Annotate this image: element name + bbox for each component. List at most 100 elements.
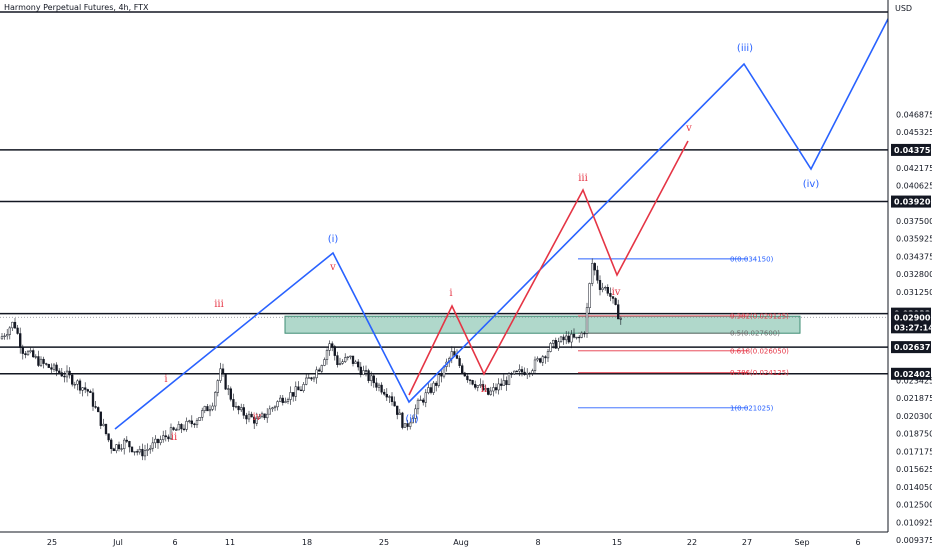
candle bbox=[393, 396, 396, 407]
y-tick-label: 0.014050 bbox=[896, 483, 932, 492]
candle bbox=[94, 401, 97, 409]
candle bbox=[286, 397, 290, 405]
svg-text:0.024025: 0.024025 bbox=[894, 370, 932, 379]
candle bbox=[505, 376, 508, 391]
candle bbox=[403, 423, 407, 428]
x-tick-label: 18 bbox=[302, 538, 312, 547]
candle bbox=[500, 378, 503, 391]
svg-text:0.026375: 0.026375 bbox=[894, 343, 932, 352]
wave-label-red: iv bbox=[253, 412, 262, 423]
candle bbox=[536, 356, 539, 362]
y-tick-label: 0.046875 bbox=[896, 110, 932, 119]
fib-label: 0.618(0.026050) bbox=[730, 347, 789, 355]
x-tick-label: 6 bbox=[172, 538, 177, 547]
candle bbox=[614, 297, 617, 306]
candle bbox=[585, 302, 589, 338]
candle bbox=[479, 378, 482, 388]
candle bbox=[201, 407, 204, 421]
candle bbox=[440, 369, 443, 383]
candle bbox=[182, 424, 186, 432]
candle bbox=[549, 342, 552, 353]
candle bbox=[68, 367, 71, 379]
candle bbox=[414, 404, 417, 423]
candle bbox=[533, 356, 537, 374]
candle bbox=[544, 355, 547, 364]
candle bbox=[409, 421, 412, 430]
candle bbox=[125, 436, 128, 443]
candle bbox=[216, 379, 219, 397]
candle bbox=[97, 406, 100, 413]
wave-label-red: i bbox=[164, 374, 167, 385]
candle bbox=[474, 380, 477, 390]
candle bbox=[375, 377, 378, 391]
time-axis[interactable]: 25 Jul 6 11 18 25 Aug 8 15 22 27 Sep 6 bbox=[0, 531, 888, 547]
candle bbox=[263, 413, 266, 421]
candle bbox=[180, 423, 183, 434]
y-tick-label: 0.015625 bbox=[896, 465, 932, 474]
y-tick-label: 0.021875 bbox=[896, 394, 932, 403]
candle bbox=[123, 437, 126, 455]
y-tick-label: 0.040625 bbox=[896, 181, 932, 190]
candle bbox=[260, 411, 264, 419]
candle bbox=[55, 362, 58, 377]
consolidation-zone bbox=[284, 315, 801, 334]
candle bbox=[528, 371, 531, 378]
candle bbox=[502, 374, 505, 386]
candle bbox=[318, 367, 321, 372]
candle bbox=[331, 341, 334, 352]
candle bbox=[255, 412, 258, 427]
candle bbox=[432, 380, 435, 395]
candle bbox=[221, 363, 225, 377]
candle bbox=[284, 397, 287, 404]
candle bbox=[435, 381, 438, 392]
candle bbox=[128, 440, 131, 453]
candle bbox=[219, 362, 222, 384]
y-tick-label: 0.023425 bbox=[896, 377, 932, 386]
candle bbox=[177, 421, 180, 431]
fib-label: 0.5(0.027600) bbox=[730, 330, 780, 338]
candle bbox=[175, 427, 178, 431]
candle bbox=[362, 365, 365, 376]
candle bbox=[279, 394, 282, 403]
candle bbox=[359, 362, 362, 378]
candle bbox=[559, 335, 563, 343]
candle bbox=[388, 395, 391, 404]
wave-label-red: iii bbox=[578, 173, 588, 184]
candle bbox=[401, 411, 404, 430]
elliott-wave-lines bbox=[114, 16, 890, 430]
candle bbox=[611, 296, 615, 304]
candle bbox=[21, 344, 24, 360]
currency-label: USD bbox=[895, 4, 912, 13]
candle bbox=[320, 364, 323, 374]
candle bbox=[271, 406, 274, 412]
fib-label: 1(0.021025) bbox=[730, 404, 774, 412]
candle bbox=[164, 430, 167, 442]
candle bbox=[349, 355, 352, 360]
x-tick-label: 27 bbox=[742, 538, 752, 547]
candle bbox=[338, 357, 342, 366]
candle bbox=[541, 354, 544, 366]
candle bbox=[416, 398, 420, 415]
y-tick-label: 0.045325 bbox=[896, 128, 932, 137]
candle bbox=[336, 351, 339, 368]
price-axis[interactable]: USD 0.046875 0.045325 0.042175 0.040625 0.037… bbox=[887, 0, 932, 550]
candle bbox=[357, 359, 360, 371]
candle bbox=[539, 357, 542, 364]
candle bbox=[110, 438, 113, 454]
candle bbox=[461, 363, 464, 375]
candle bbox=[458, 355, 461, 369]
candle bbox=[232, 393, 235, 411]
candle bbox=[42, 356, 45, 369]
candle bbox=[172, 426, 175, 431]
y-tick-label: 0.017175 bbox=[896, 448, 932, 457]
candle bbox=[104, 423, 108, 436]
candle bbox=[47, 363, 50, 368]
x-tick-label: 22 bbox=[687, 538, 697, 547]
candle bbox=[227, 385, 230, 396]
wave-label-red: v bbox=[685, 123, 692, 134]
red-wave-path bbox=[408, 140, 689, 396]
candle bbox=[237, 405, 240, 415]
candle bbox=[63, 371, 66, 383]
